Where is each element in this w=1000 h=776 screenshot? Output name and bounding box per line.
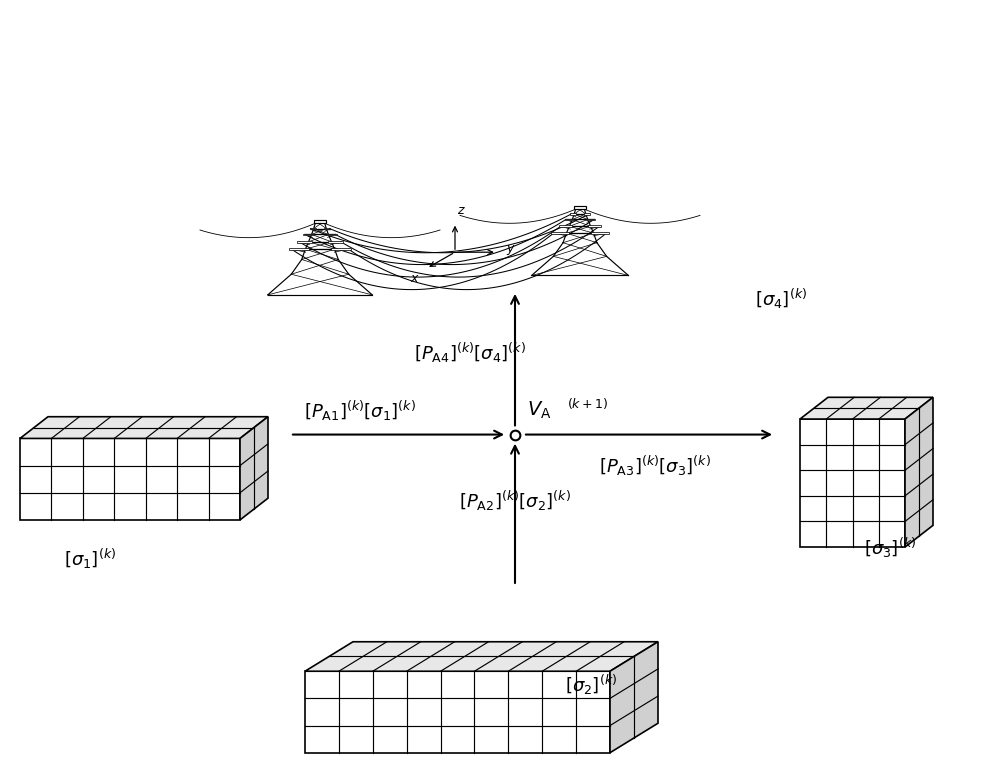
- Text: $[P_{\mathrm{A2}}]^{(k)}[\sigma_2]^{(k)}$: $[P_{\mathrm{A2}}]^{(k)}[\sigma_2]^{(k)}…: [459, 488, 571, 513]
- Bar: [303, 234, 314, 235]
- Bar: [297, 241, 312, 243]
- Text: z: z: [457, 203, 463, 217]
- Polygon shape: [800, 419, 905, 547]
- Text: $(k+1)$: $(k+1)$: [567, 397, 608, 411]
- Polygon shape: [905, 397, 933, 547]
- Text: x: x: [411, 272, 418, 286]
- Text: $[\sigma_1]^{(k)}$: $[\sigma_1]^{(k)}$: [64, 547, 116, 571]
- Bar: [551, 232, 569, 234]
- Polygon shape: [800, 397, 933, 419]
- Text: $V_{\mathrm{A}}$: $V_{\mathrm{A}}$: [527, 400, 552, 421]
- Bar: [565, 219, 574, 220]
- Bar: [559, 226, 572, 227]
- Bar: [591, 232, 609, 234]
- Bar: [586, 219, 595, 220]
- Text: $[\sigma_3]^{(k)}$: $[\sigma_3]^{(k)}$: [864, 535, 916, 559]
- Polygon shape: [305, 671, 610, 753]
- Text: y: y: [507, 242, 514, 255]
- Bar: [324, 227, 330, 230]
- Bar: [574, 206, 586, 209]
- Bar: [570, 213, 576, 215]
- Bar: [310, 227, 316, 230]
- Polygon shape: [240, 417, 268, 520]
- Bar: [314, 220, 326, 223]
- Text: $[P_{\mathrm{A3}}]^{(k)}[\sigma_3]^{(k)}$: $[P_{\mathrm{A3}}]^{(k)}[\sigma_3]^{(k)}…: [599, 454, 711, 478]
- Text: $[P_{\mathrm{A1}}]^{(k)}[\sigma_1]^{(k)}$: $[P_{\mathrm{A1}}]^{(k)}[\sigma_1]^{(k)}…: [304, 399, 416, 423]
- Text: $[\sigma_4]^{(k)}$: $[\sigma_4]^{(k)}$: [755, 286, 807, 311]
- Bar: [584, 213, 590, 215]
- Text: $[P_{\mathrm{A4}}]^{(k)}[\sigma_4]^{(k)}$: $[P_{\mathrm{A4}}]^{(k)}[\sigma_4]^{(k)}…: [414, 341, 526, 365]
- Polygon shape: [305, 642, 658, 671]
- Text: $[\sigma_2]^{(k)}$: $[\sigma_2]^{(k)}$: [565, 672, 617, 697]
- Bar: [328, 241, 343, 243]
- Polygon shape: [20, 417, 268, 438]
- Bar: [289, 248, 309, 250]
- Bar: [588, 226, 601, 227]
- Polygon shape: [20, 438, 240, 520]
- Bar: [326, 234, 337, 235]
- Polygon shape: [610, 642, 658, 753]
- Bar: [331, 248, 351, 250]
